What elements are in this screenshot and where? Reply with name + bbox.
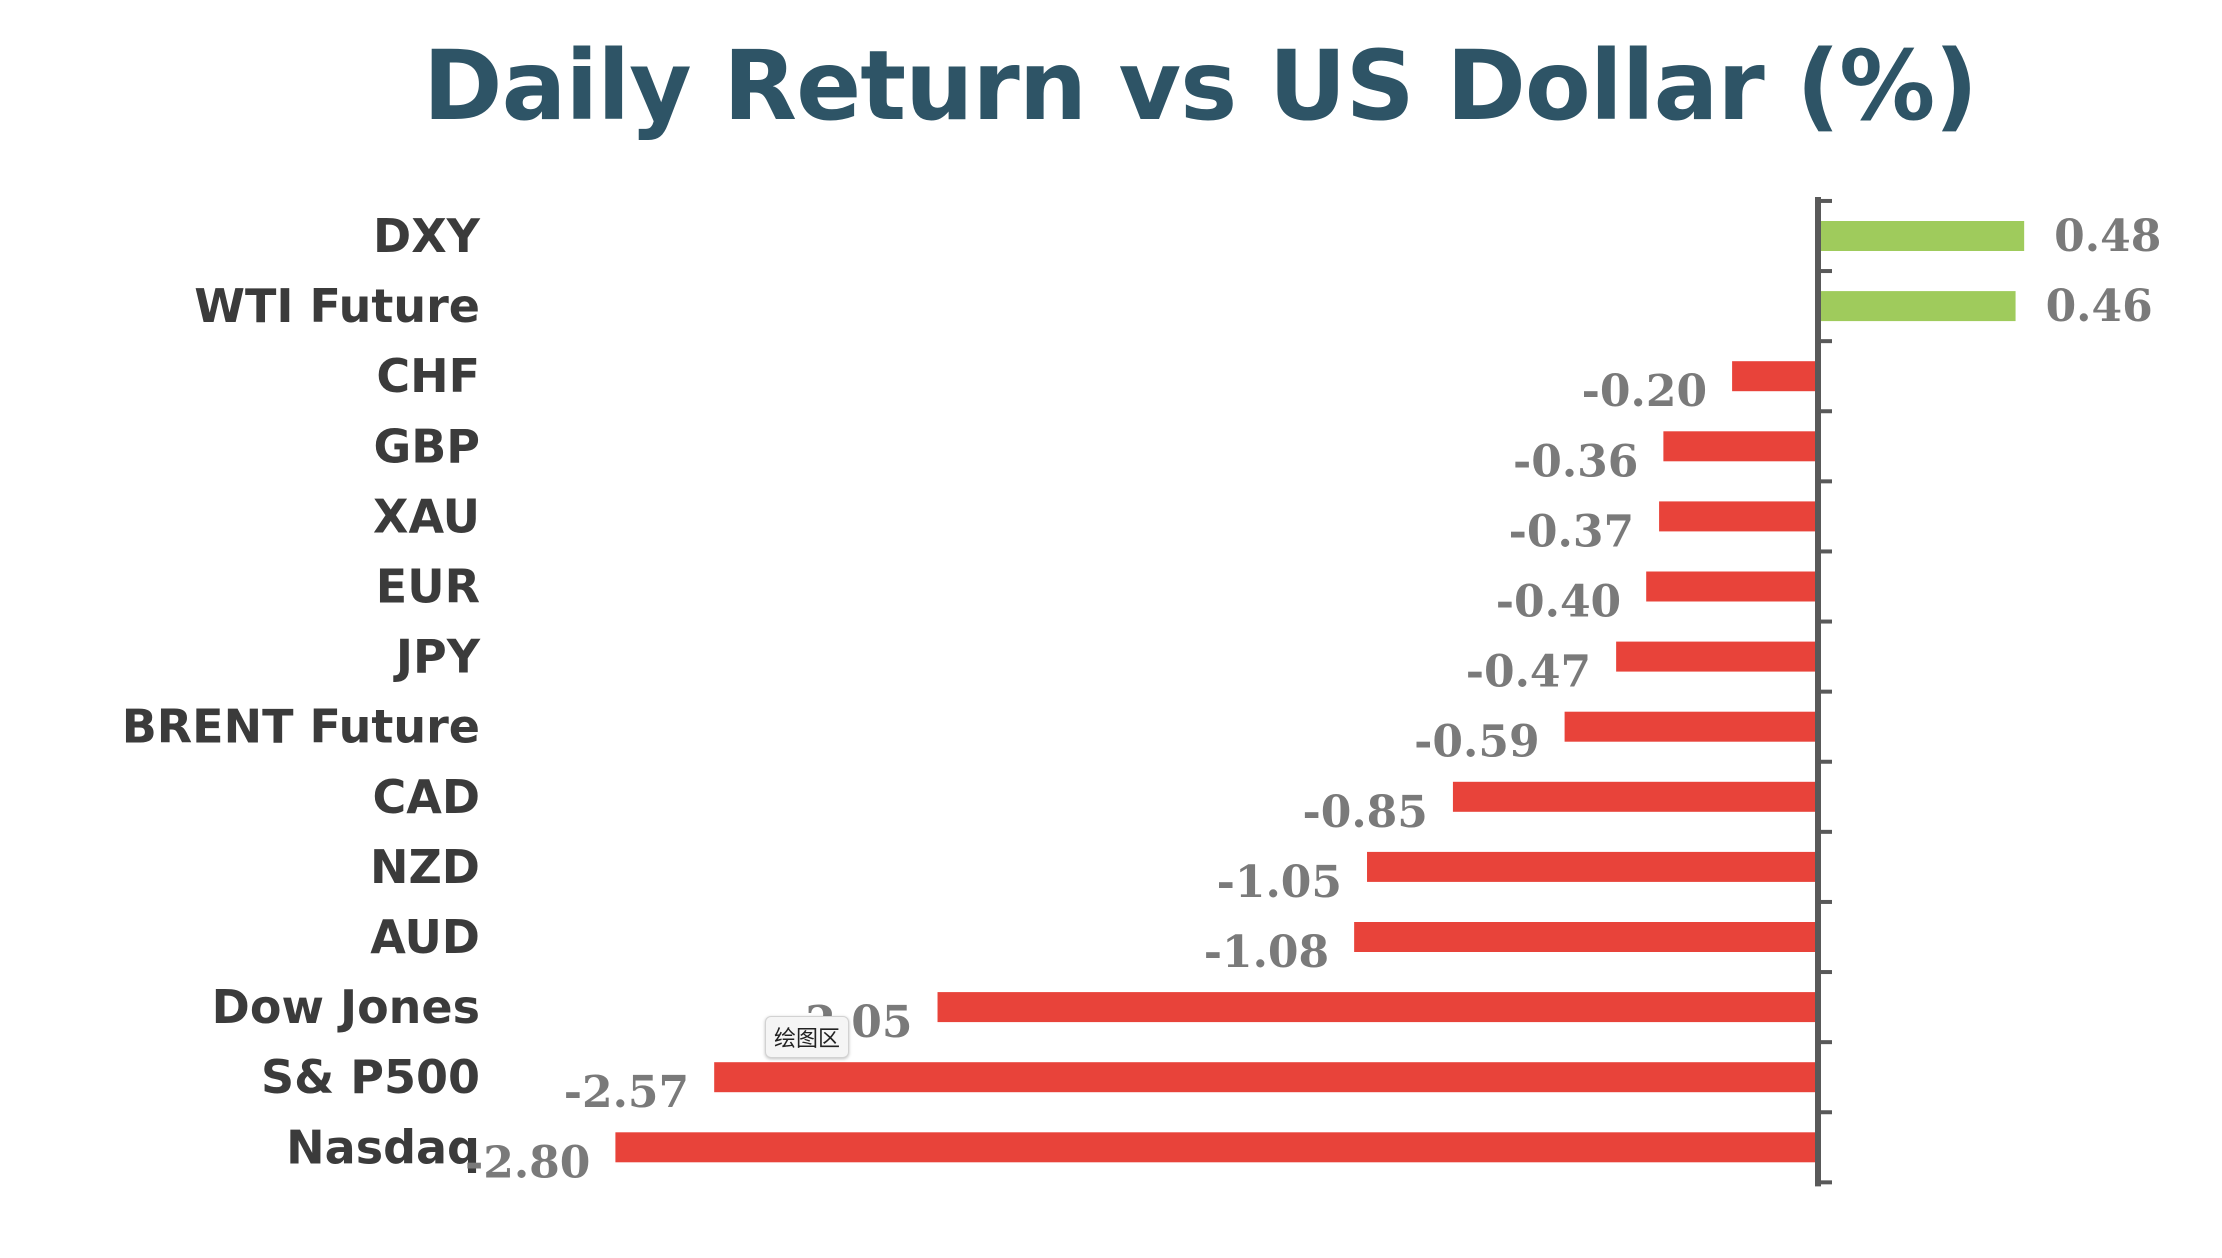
bar-nzd — [1367, 851, 1818, 882]
value-label: -0.85 — [1302, 787, 1427, 838]
category-label: EUR — [376, 560, 480, 614]
bar-jpy — [1616, 641, 1818, 672]
value-label: -1.08 — [1204, 927, 1329, 978]
bar-chf — [1732, 361, 1818, 392]
bar-gbp — [1663, 431, 1818, 462]
value-label: -2.80 — [465, 1137, 590, 1188]
plot-area-tooltip: 绘图区 — [765, 1016, 850, 1058]
value-label: -0.59 — [1414, 717, 1539, 768]
category-label: WTI Future — [194, 279, 480, 333]
category-label: XAU — [373, 489, 480, 543]
category-label: DXY — [373, 209, 481, 263]
category-label: Nasdaq — [286, 1120, 480, 1174]
bar-cad — [1452, 781, 1818, 812]
value-label: -0.36 — [1513, 436, 1638, 487]
bar-s-p500 — [714, 1062, 1818, 1093]
bar-aud — [1354, 922, 1818, 952]
category-label: AUD — [370, 910, 480, 964]
bar-eur — [1646, 571, 1818, 602]
bar-nasdaq — [615, 1132, 1818, 1163]
value-label: -1.05 — [1217, 857, 1342, 908]
category-label: GBP — [373, 419, 480, 473]
bar-dow-jones — [937, 992, 1818, 1023]
chart-title: Daily Return vs US Dollar (%) — [422, 30, 1978, 142]
value-label: -0.37 — [1509, 506, 1634, 557]
category-label: Dow Jones — [212, 980, 480, 1034]
category-label: CAD — [372, 770, 480, 824]
value-label: 0.48 — [2054, 211, 2161, 262]
category-label: NZD — [370, 840, 480, 894]
category-label: CHF — [376, 349, 480, 403]
value-label: -0.20 — [1582, 366, 1707, 417]
value-label: -2.57 — [564, 1067, 689, 1118]
bar-dxy — [1818, 221, 2025, 251]
value-label: 0.46 — [2046, 281, 2153, 332]
value-label: -0.47 — [1466, 647, 1591, 698]
bar-brent-future — [1564, 711, 1818, 742]
category-label: BRENT Future — [122, 700, 480, 754]
bar-wti-future — [1818, 291, 2016, 322]
bar-xau — [1659, 501, 1818, 532]
value-label: -0.40 — [1496, 577, 1621, 628]
category-label: S& P500 — [261, 1050, 480, 1104]
category-label: JPY — [393, 630, 481, 684]
